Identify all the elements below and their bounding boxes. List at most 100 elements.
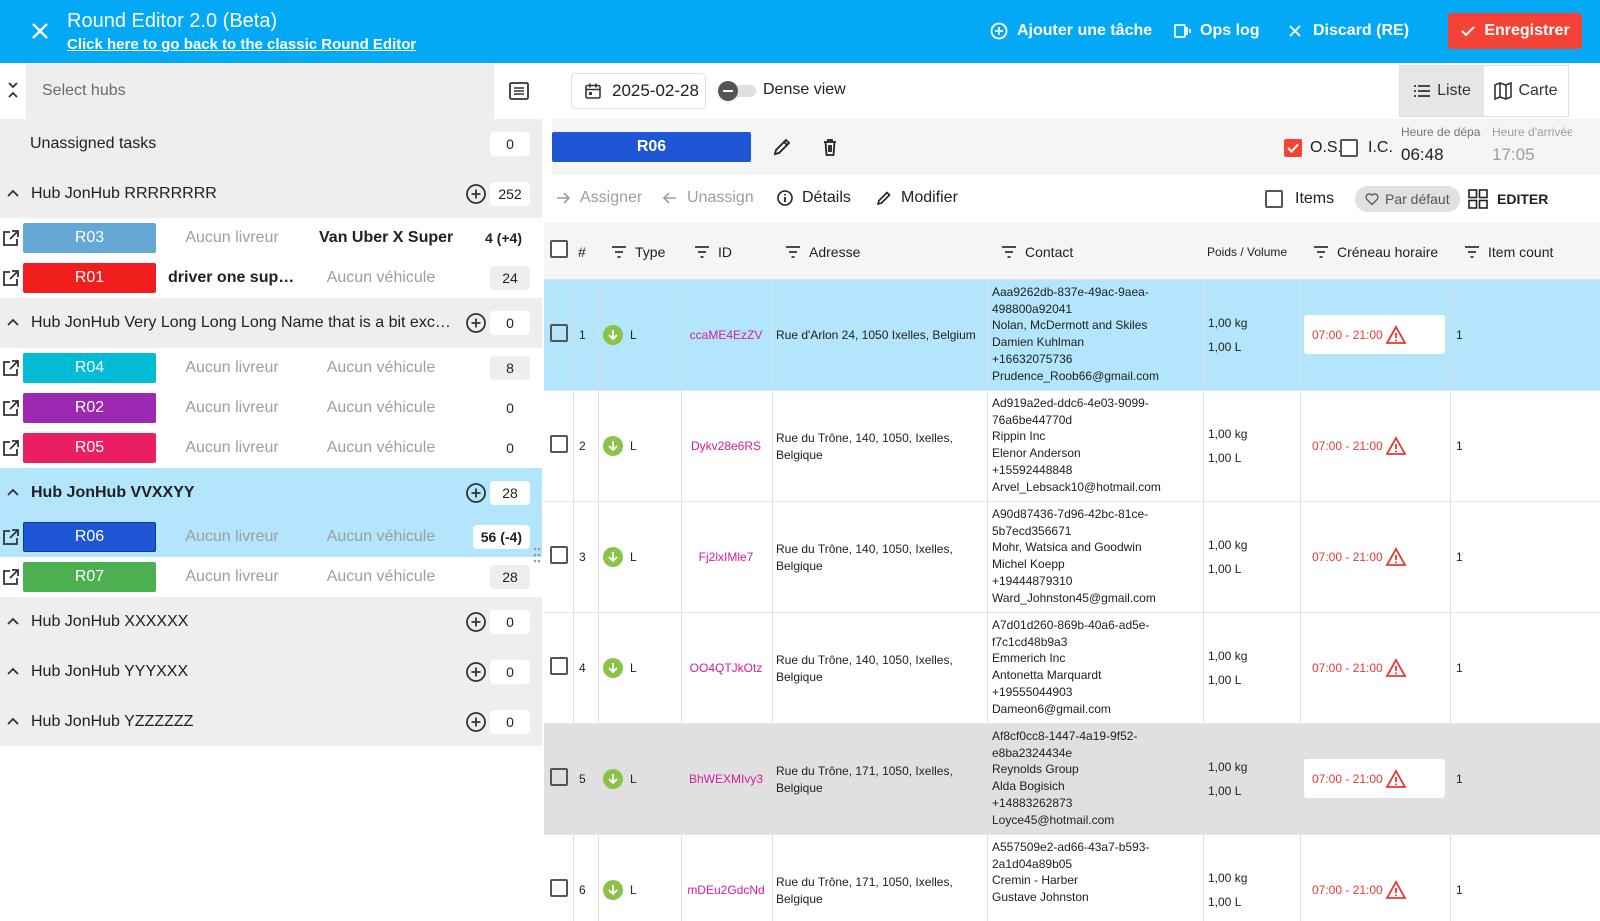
hub-row[interactable]: Hub JonHub YYYXXX 0 bbox=[0, 647, 542, 697]
chevron-up-icon[interactable] bbox=[5, 485, 21, 501]
trash-icon[interactable] bbox=[819, 136, 841, 158]
chevron-up-icon[interactable] bbox=[5, 664, 21, 680]
dense-view-toggle[interactable] bbox=[718, 81, 756, 101]
round-row[interactable]: R01 driver one super... Aucun véhicule 2… bbox=[0, 258, 542, 298]
tab-map[interactable]: Carte bbox=[1484, 66, 1568, 116]
table-row[interactable]: 3 L Fj2lxIMle7 Rue du Trône, 140, 1050, … bbox=[544, 502, 1600, 613]
add-round-icon[interactable] bbox=[465, 711, 487, 733]
task-id-link[interactable]: OO4QTJkOtz bbox=[689, 661, 763, 675]
row-time-slot[interactable]: 07:00 - 21:00 bbox=[1304, 759, 1445, 798]
hub-select-field[interactable] bbox=[26, 63, 494, 119]
chevron-up-icon[interactable] bbox=[5, 315, 21, 331]
open-external-icon[interactable] bbox=[1, 527, 21, 547]
round-pill[interactable]: R01 bbox=[23, 263, 156, 293]
open-external-icon[interactable] bbox=[1, 358, 21, 378]
add-task-button[interactable]: Ajouter une tâche bbox=[989, 17, 1152, 45]
column-header-id[interactable]: ID bbox=[694, 223, 732, 280]
round-row[interactable]: R07 Aucun livreur Aucun véhicule 28 bbox=[0, 557, 542, 597]
round-pill[interactable]: R07 bbox=[23, 562, 156, 592]
classic-editor-link[interactable]: Click here to go back to the classic Rou… bbox=[67, 36, 417, 53]
task-id-link[interactable]: Dykv28e6RS bbox=[690, 439, 762, 453]
round-row-selected[interactable]: R06 Aucun livreur Aucun véhicule 56 (-4) bbox=[0, 517, 542, 557]
round-pill[interactable]: R06 bbox=[23, 522, 156, 552]
table-row[interactable]: 4 L OO4QTJkOtz Rue du Trône, 140, 1050, … bbox=[544, 613, 1600, 724]
departure-time[interactable]: Heure de départ 06:48 bbox=[1401, 125, 1481, 165]
table-row[interactable]: 5 L BhWEXMIvy3 Rue du Trône, 171, 1050, … bbox=[544, 724, 1600, 835]
hub-row[interactable]: Hub JonHub YZZZZZZ 0 bbox=[0, 697, 542, 746]
round-pill[interactable]: R02 bbox=[23, 393, 156, 423]
task-id-link[interactable]: BhWEXMIvy3 bbox=[688, 772, 763, 786]
task-id-link[interactable]: mDEu2GdcNd bbox=[687, 883, 765, 897]
add-round-icon[interactable] bbox=[465, 611, 487, 633]
select-all-checkbox[interactable] bbox=[550, 240, 568, 258]
unassign-button[interactable]: Unassign bbox=[661, 189, 754, 207]
open-external-icon[interactable] bbox=[1, 438, 21, 458]
round-row[interactable]: R03 Aucun livreur Van Uber X Super 4 (+4… bbox=[0, 218, 542, 258]
drag-handle-icon[interactable] bbox=[533, 546, 541, 564]
add-round-icon[interactable] bbox=[465, 661, 487, 683]
save-button[interactable]: Enregistrer bbox=[1448, 13, 1582, 49]
discard-button[interactable]: Discard (RE) bbox=[1285, 17, 1409, 45]
unassigned-tasks-row[interactable]: Unassigned tasks 0 bbox=[0, 119, 542, 169]
items-toggle[interactable]: Items bbox=[1265, 190, 1334, 208]
close-icon[interactable] bbox=[28, 19, 52, 43]
open-external-icon[interactable] bbox=[1, 398, 21, 418]
hub-row[interactable]: Hub JonHub XXXXXX 0 bbox=[0, 597, 542, 647]
round-row[interactable]: R04 Aucun livreur Aucun véhicule 8 bbox=[0, 348, 542, 388]
open-external-icon[interactable] bbox=[1, 567, 21, 587]
add-round-icon[interactable] bbox=[465, 183, 487, 205]
row-checkbox[interactable] bbox=[550, 879, 568, 897]
hub-row[interactable]: Hub JonHub Very Long Long Long Name that… bbox=[0, 298, 542, 348]
tab-list[interactable]: Liste bbox=[1400, 66, 1484, 116]
table-row[interactable]: 6 L mDEu2GdcNd Rue du Trône, 171, 1050, … bbox=[544, 835, 1600, 921]
open-external-icon[interactable] bbox=[1, 228, 21, 248]
table-row[interactable]: 2 L Dykv28e6RS Rue du Trône, 140, 1050, … bbox=[544, 391, 1600, 502]
column-header-slot[interactable]: Créneau horaire bbox=[1313, 223, 1438, 280]
row-time-slot[interactable]: 07:00 - 21:00 bbox=[1304, 870, 1445, 909]
task-id-link[interactable]: Fj2lxIMle7 bbox=[698, 550, 754, 564]
details-button[interactable]: Détails bbox=[776, 189, 851, 207]
round-pill[interactable]: R04 bbox=[23, 353, 156, 383]
row-time-slot[interactable]: 07:00 - 21:00 bbox=[1304, 537, 1445, 576]
assign-button[interactable]: Assigner bbox=[554, 189, 642, 207]
collapse-all-icon[interactable] bbox=[3, 80, 23, 100]
column-header-item-count[interactable]: Item count bbox=[1464, 223, 1553, 280]
row-checkbox[interactable] bbox=[550, 657, 568, 675]
chevron-up-icon[interactable] bbox=[5, 614, 21, 630]
column-header-type[interactable]: Type bbox=[611, 223, 665, 280]
open-external-icon[interactable] bbox=[1, 268, 21, 288]
row-checkbox[interactable] bbox=[550, 768, 568, 786]
row-time-slot[interactable]: 07:00 - 21:00 bbox=[1304, 315, 1445, 354]
round-row[interactable]: R02 Aucun livreur Aucun véhicule 0 bbox=[0, 388, 542, 428]
table-row[interactable]: 1 L ccaME4EzZV Rue d'Arlon 24, 1050 Ixel… bbox=[544, 280, 1600, 391]
column-header-address[interactable]: Adresse bbox=[785, 223, 860, 280]
hub-select-input[interactable] bbox=[42, 63, 472, 119]
chevron-up-icon[interactable] bbox=[5, 186, 21, 202]
round-pill[interactable]: R03 bbox=[23, 223, 156, 253]
row-checkbox[interactable] bbox=[550, 546, 568, 564]
task-id-link[interactable]: ccaME4EzZV bbox=[689, 328, 763, 342]
hub-row[interactable]: Hub JonHub RRRRRRRR 252 bbox=[0, 169, 542, 218]
default-preset-chip[interactable]: Par défaut bbox=[1355, 186, 1460, 212]
os-checkbox[interactable] bbox=[1284, 139, 1302, 157]
round-row[interactable]: R05 Aucun livreur Aucun véhicule 0 bbox=[0, 428, 542, 468]
list-view-icon[interactable] bbox=[508, 80, 530, 102]
row-checkbox[interactable] bbox=[550, 435, 568, 453]
add-round-icon[interactable] bbox=[465, 482, 487, 504]
hub-row-selected[interactable]: Hub JonHub VVXXYY 28 bbox=[0, 468, 542, 517]
ops-log-button[interactable]: Ops log bbox=[1172, 17, 1260, 45]
round-pill[interactable]: R05 bbox=[23, 433, 156, 463]
row-checkbox[interactable] bbox=[550, 324, 568, 342]
modify-button[interactable]: Modifier bbox=[875, 189, 958, 207]
edit-pencil-icon[interactable] bbox=[771, 136, 793, 158]
ic-checkbox[interactable] bbox=[1340, 139, 1358, 157]
ic-checkbox-group[interactable]: I.C. bbox=[1340, 139, 1393, 157]
date-picker[interactable]: 2025-02-28 bbox=[571, 73, 706, 109]
column-header-weight[interactable]: Poids / Volume bbox=[1207, 244, 1288, 259]
edit-columns-button[interactable]: EDITER bbox=[1467, 188, 1548, 210]
os-checkbox-group[interactable]: O.S. bbox=[1284, 139, 1342, 157]
column-header-contact[interactable]: Contact bbox=[1001, 223, 1073, 280]
chevron-up-icon[interactable] bbox=[5, 714, 21, 730]
row-time-slot[interactable]: 07:00 - 21:00 bbox=[1304, 426, 1445, 465]
add-round-icon[interactable] bbox=[465, 312, 487, 334]
